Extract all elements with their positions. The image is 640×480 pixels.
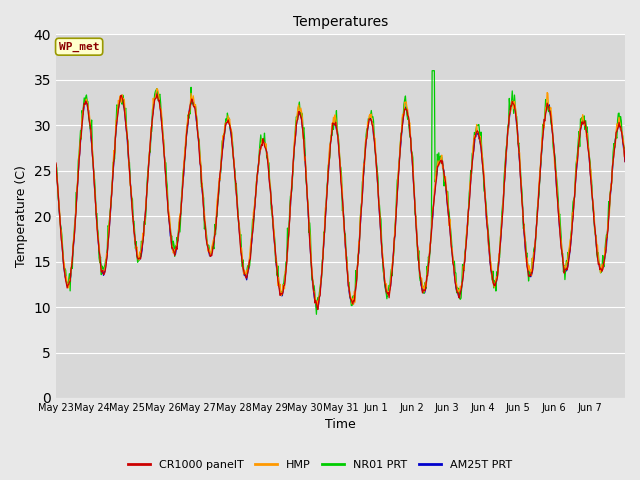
Legend: CR1000 panelT, HMP, NR01 PRT, AM25T PRT: CR1000 panelT, HMP, NR01 PRT, AM25T PRT [124,456,516,474]
Title: Temperatures: Temperatures [293,15,388,29]
Text: WP_met: WP_met [59,42,99,52]
Y-axis label: Temperature (C): Temperature (C) [15,165,28,267]
X-axis label: Time: Time [325,419,356,432]
